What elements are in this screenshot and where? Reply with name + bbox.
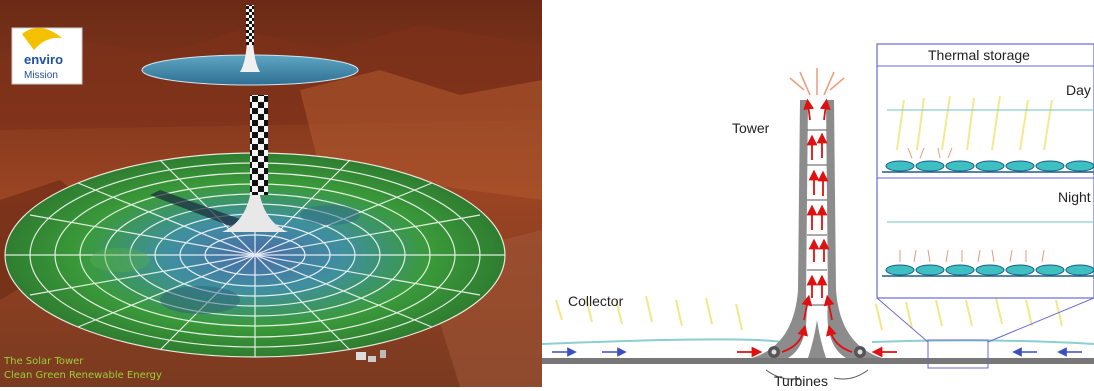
solar-tower-photo: enviro Mission The Solar Tower Clean Gre… [0, 0, 542, 387]
tower-base [222, 180, 288, 232]
tower-wall-right [826, 100, 882, 358]
zoom-connector [876, 297, 1094, 369]
label-turbines: Turbines [774, 373, 828, 387]
buildings [356, 350, 386, 362]
label-day: Day [1066, 82, 1091, 98]
upper-tower-base [240, 40, 260, 72]
collector-roof-right [871, 339, 1094, 345]
tower-upper-section [246, 5, 254, 45]
turbine-left [768, 346, 780, 358]
thermal-storage-inset: Thermal storage Day Night [876, 43, 1094, 299]
photo-caption-title: The Solar Tower [3, 356, 84, 367]
collector-disc [4, 152, 506, 358]
turbine-right [854, 346, 866, 358]
tower-center-cone [808, 320, 826, 358]
svg-text:enviro: enviro [24, 52, 63, 67]
tower-shadow [150, 190, 248, 230]
tower-lower-section [250, 95, 268, 195]
collector-roof-left [541, 338, 783, 345]
label-collector: Collector [568, 293, 624, 309]
enviromission-logo: enviro Mission [11, 27, 83, 85]
tower-ladder [807, 129, 827, 306]
sun-rays-collector [555, 295, 1063, 331]
solar-tower-illustration: enviro Mission The Solar Tower Clean Gre… [0, 0, 542, 387]
label-tower: Tower [732, 120, 770, 136]
schematic-diagram: Tower Collector Turbines Thermal storage… [541, 43, 1094, 389]
label-thermal-storage: Thermal storage [928, 47, 1030, 63]
hot-air-updraft-arrows [737, 98, 897, 358]
label-night: Night [1058, 189, 1091, 205]
solar-updraft-schematic: Tower Collector Turbines Thermal storage… [541, 0, 1094, 389]
turbines-callout [765, 369, 869, 380]
exhaust-arrows [789, 68, 845, 96]
photo-caption-subtitle: Clean Green Renewable Energy [4, 370, 162, 381]
svg-text:Mission: Mission [24, 70, 58, 81]
ground-line [542, 358, 1094, 364]
tower-wall-left [752, 100, 808, 358]
